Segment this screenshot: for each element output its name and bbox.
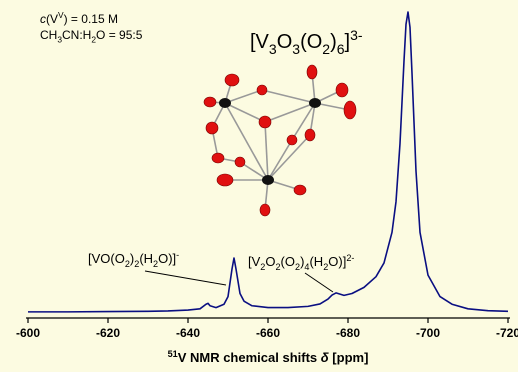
text-run: O = 95:5 — [96, 28, 143, 42]
text-run: 6 — [337, 41, 345, 57]
text-run: (H — [309, 254, 323, 269]
x-tick-label: -700 — [416, 326, 440, 340]
text-run: 2- — [346, 253, 354, 263]
text-run: 51 — [168, 349, 178, 359]
text-run: ) = 0.15 M — [64, 12, 118, 26]
molecule — [204, 65, 356, 216]
rich-text: 51V NMR chemical shifts δ [ppm] — [168, 349, 369, 365]
text-run: O)] — [328, 254, 346, 269]
text-run: [V — [248, 254, 261, 269]
x-tick-label: -640 — [176, 326, 200, 340]
text-run: 3 — [269, 41, 277, 57]
x-tick-label: -660 — [256, 326, 280, 340]
text-run: δ — [321, 350, 329, 365]
chart: -600 -620 -640 -660 -680 -700 -720 51V NMR chem… — [0, 0, 518, 372]
text-run: CN:H — [62, 28, 91, 42]
text-run: CH — [40, 28, 57, 42]
x-tick-label: -720 — [496, 326, 518, 340]
x-tick-label: -620 — [96, 326, 120, 340]
text-run: ) — [330, 31, 337, 53]
annotation: CH3CN:H2O = 95:5 — [40, 28, 143, 45]
text-run: (O — [281, 254, 295, 269]
leader-line — [305, 273, 333, 292]
x-tick-label: -680 — [336, 326, 360, 340]
text-run: [VO(O — [88, 251, 125, 266]
annotation: [V3O3(O2)6]3- — [250, 27, 363, 57]
text-run: - — [176, 250, 179, 260]
text-run: [ppm] — [329, 350, 369, 365]
annotation: [VO(O2)2(H2O)]- — [88, 250, 179, 269]
annotation: [V2O2(O2)4(H2O)]2- — [248, 253, 354, 272]
text-run: 3 — [292, 41, 300, 57]
text-run: (H — [139, 251, 153, 266]
text-run: O — [277, 31, 293, 53]
leader-line — [145, 271, 226, 285]
text-run: (V — [46, 12, 58, 26]
text-run: 2 — [322, 41, 330, 57]
annotation: c(VV) = 0.15 M — [40, 10, 118, 26]
text-run: 3- — [350, 27, 363, 43]
text-run: V NMR chemical shifts — [178, 350, 321, 365]
text-run: O — [265, 254, 275, 269]
text-run: O)] — [158, 251, 176, 266]
x-tick-label: -600 — [16, 326, 40, 340]
text-run: [V — [250, 31, 270, 53]
text-run: (O — [300, 31, 322, 53]
